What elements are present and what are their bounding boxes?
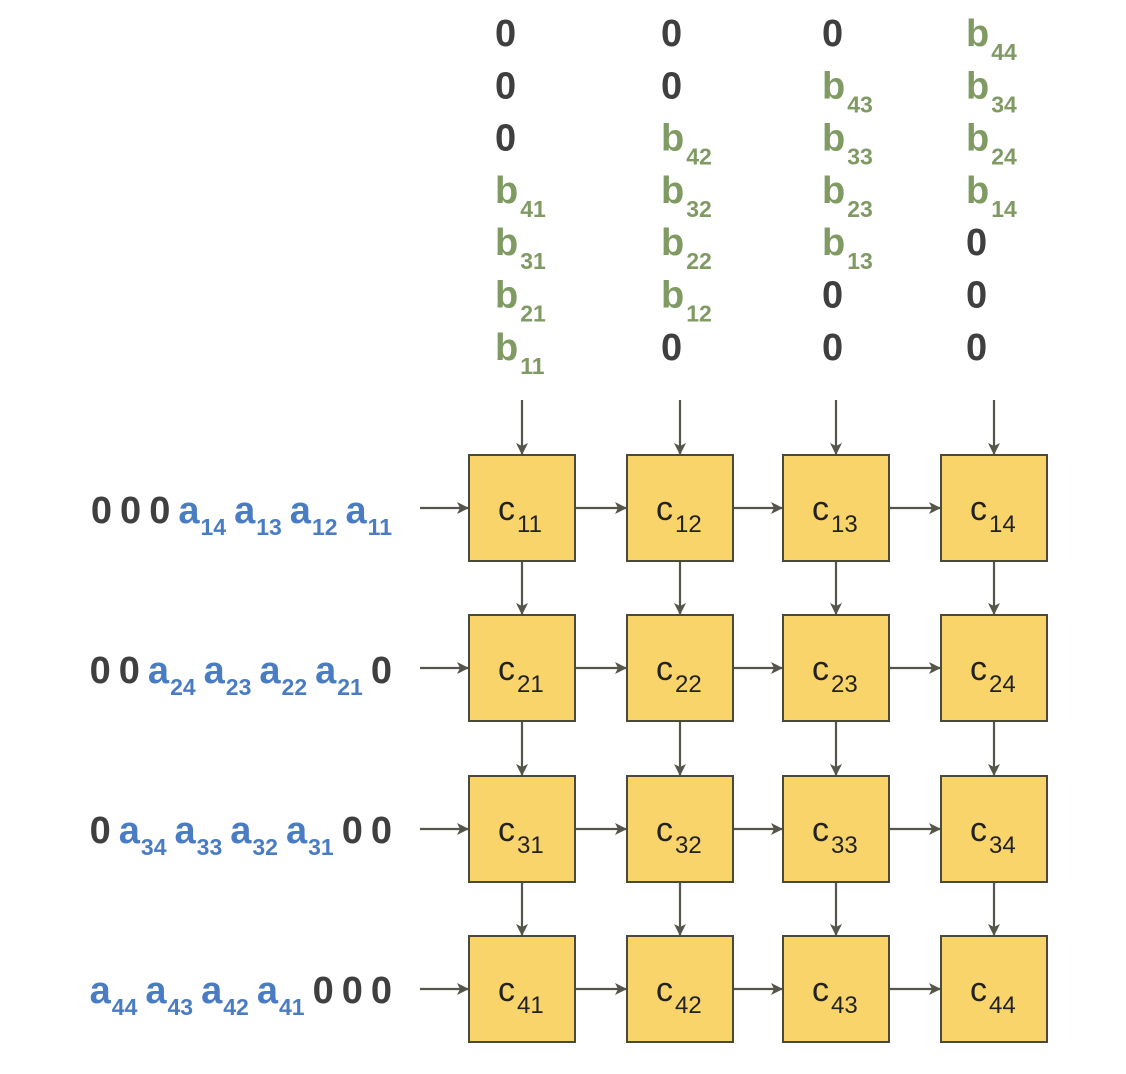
row-input-sequence: 0 a34 a33 a32 a31 0 0	[90, 810, 392, 860]
row-input-stream: 0 a34 a33 a32 a31 0 0	[90, 810, 392, 860]
b-element: b32	[661, 170, 712, 222]
pe-box	[782, 775, 890, 883]
pe-cell: c12	[626, 454, 734, 562]
pe-box	[782, 935, 890, 1043]
pe-label: c33	[812, 811, 858, 859]
zero-element: 0	[661, 327, 682, 369]
zero-element: 0	[661, 65, 682, 107]
pe-label: c12	[656, 490, 702, 538]
pe-cell: c44	[940, 935, 1048, 1043]
pe-cell: c13	[782, 454, 890, 562]
b-element: b21	[495, 275, 546, 327]
pe-box	[626, 614, 734, 722]
pe-label: c44	[970, 971, 1016, 1019]
pe-label: c43	[812, 971, 858, 1019]
column-input-streams: 000b41b31b21b1100b42b32b22b1200b43b33b23…	[495, 13, 1017, 379]
pe-box	[940, 935, 1048, 1043]
b-element: b14	[966, 170, 1017, 222]
pe-label: c41	[498, 971, 544, 1019]
pe-box	[940, 775, 1048, 883]
pe-box	[940, 614, 1048, 722]
pe-label: c11	[498, 490, 542, 538]
pe-box	[782, 614, 890, 722]
b-element: b13	[822, 222, 873, 274]
pe-cell: c11	[468, 454, 576, 562]
zero-element: 0	[966, 275, 987, 317]
row-input-stream: a44 a43 a42 a41 0 0 0	[90, 970, 392, 1020]
row-input-sequence: a44 a43 a42 a41 0 0 0	[90, 970, 392, 1020]
b-element: b33	[822, 118, 873, 170]
b-element: b41	[495, 170, 546, 222]
arrows-layer	[420, 400, 1000, 995]
row-input-stream: 0 0 0 a14 a13 a12 a11	[91, 490, 392, 540]
pe-label: c14	[970, 490, 1016, 538]
b-element: b22	[661, 222, 712, 274]
processing-elements: c11 c12 c13 c14 c21 c22 c23 c24 c31 c32 c33 c34 c41 c…	[468, 454, 1048, 1043]
pe-label: c22	[656, 650, 702, 698]
pe-cell: c43	[782, 935, 890, 1043]
pe-label: c24	[970, 650, 1016, 698]
zero-element: 0	[822, 13, 843, 55]
zero-element: 0	[495, 65, 516, 107]
pe-label: c32	[656, 811, 702, 859]
pe-label: c34	[970, 811, 1016, 859]
pe-cell: c34	[940, 775, 1048, 883]
pe-label: c21	[498, 650, 544, 698]
pe-box	[626, 935, 734, 1043]
pe-label: c42	[656, 971, 702, 1019]
pe-label: c13	[812, 490, 858, 538]
zero-element: 0	[822, 327, 843, 369]
pe-cell: c42	[626, 935, 734, 1043]
b-element: b24	[966, 118, 1017, 170]
row-input-sequence: 0 0 a24 a23 a22 a21 0	[90, 650, 392, 700]
pe-box	[626, 775, 734, 883]
pe-cell: c41	[468, 935, 576, 1043]
pe-box	[782, 454, 890, 562]
b-element: b44	[966, 13, 1017, 65]
row-input-streams: 0 0 0 a14 a13 a12 a11 0 0 a24 a23 a22 a21 0 0 a34 a33 a32…	[90, 490, 393, 1020]
zero-element: 0	[495, 13, 516, 55]
pe-box	[626, 454, 734, 562]
row-input-stream: 0 0 a24 a23 a22 a21 0	[90, 650, 392, 700]
zero-element: 0	[822, 275, 843, 317]
pe-cell: c23	[782, 614, 890, 722]
b-element: b12	[661, 275, 712, 327]
pe-label: c31	[498, 811, 544, 859]
zero-element: 0	[495, 118, 516, 160]
pe-cell: c21	[468, 614, 576, 722]
b-element: b23	[822, 170, 873, 222]
pe-box	[468, 775, 576, 883]
pe-cell: c33	[782, 775, 890, 883]
b-element: b31	[495, 222, 546, 274]
b-element: b42	[661, 118, 712, 170]
zero-element: 0	[966, 222, 987, 264]
zero-element: 0	[966, 327, 987, 369]
pe-cell: c14	[940, 454, 1048, 562]
pe-box	[468, 935, 576, 1043]
pe-cell: c24	[940, 614, 1048, 722]
pe-cell: c31	[468, 775, 576, 883]
b-element: b34	[966, 65, 1017, 117]
row-input-sequence: 0 0 0 a14 a13 a12 a11	[91, 490, 392, 540]
pe-box	[468, 454, 576, 562]
pe-box	[468, 614, 576, 722]
pe-cell: c22	[626, 614, 734, 722]
b-element: b11	[495, 327, 545, 379]
pe-cell: c32	[626, 775, 734, 883]
zero-element: 0	[661, 13, 682, 55]
pe-box	[940, 454, 1048, 562]
pe-label: c23	[812, 650, 858, 698]
b-element: b43	[822, 65, 873, 117]
